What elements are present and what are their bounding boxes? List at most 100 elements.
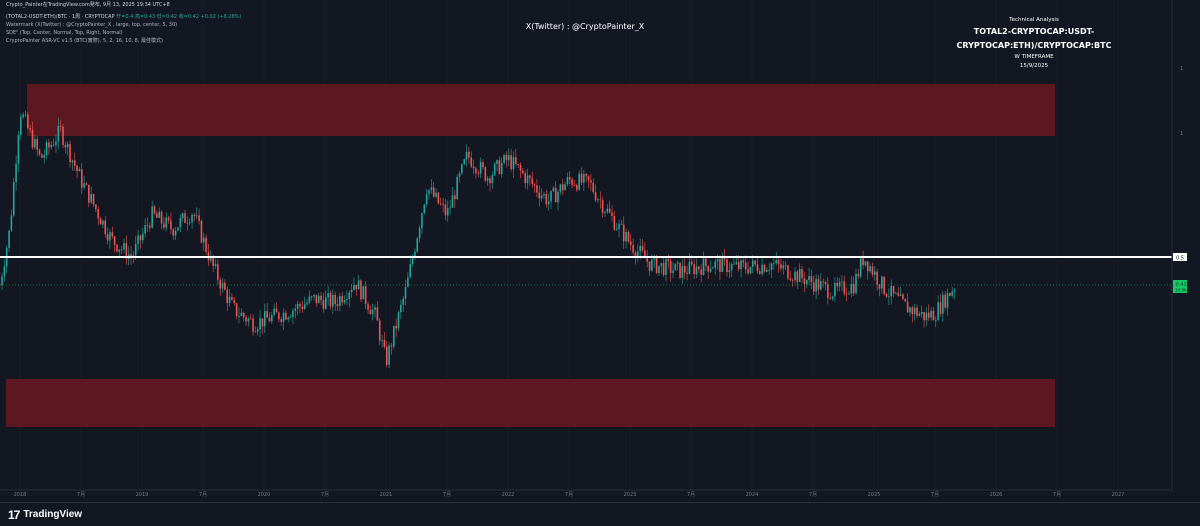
candle-up [709, 268, 712, 272]
candle-up [953, 290, 956, 292]
candle-up [751, 260, 754, 267]
candle-down [590, 180, 592, 183]
x-tick-label: 7月 [199, 492, 207, 498]
candle-down [149, 225, 151, 228]
candle-down [484, 167, 487, 181]
x-tick-label: 7月 [931, 492, 939, 498]
candle-down [756, 264, 759, 272]
candle-down [634, 252, 637, 258]
tradingview-logo-icon[interactable]: 17 [8, 507, 20, 522]
footer-bar: 17 TradingView [0, 502, 1200, 526]
candle-down [315, 294, 318, 304]
candle-up [374, 307, 376, 310]
candle-up [557, 191, 559, 203]
candle-down [561, 184, 564, 191]
candle-up [895, 293, 897, 294]
candle-down [64, 144, 67, 148]
candle-up [141, 233, 144, 241]
price-chart[interactable]: 2018 7月 2019 7月 2020 7月 2021 7月 2022 7月 2023 7月 2024… [0, 0, 1200, 502]
candle-up [371, 309, 374, 315]
legend-indicator-sde[interactable]: SDE² (Top, Center, Normal, Top, Right, N… [6, 30, 123, 36]
candle-up [458, 173, 461, 177]
candle-down [817, 278, 820, 290]
candle-down [810, 276, 813, 283]
candle-down [27, 114, 29, 129]
candle-up [259, 318, 261, 330]
candle-down [742, 260, 745, 263]
candle-up [263, 311, 266, 327]
candle-up [296, 303, 299, 309]
candle-up [45, 142, 48, 156]
x-axis: 2018 7月 2019 7月 2020 7月 2021 7月 2022 7月 2023 7月 2024… [14, 492, 1125, 498]
candle-down [510, 155, 512, 170]
candle-down [883, 276, 885, 295]
candle-down [632, 245, 634, 253]
candle-down [698, 266, 700, 270]
level-label-text: 0.5 [1176, 256, 1184, 262]
candle-down [836, 282, 839, 287]
candle-down [515, 157, 517, 164]
candle-up [411, 257, 414, 264]
candle-down [245, 317, 247, 322]
candle-up [271, 315, 273, 322]
candle-down [29, 128, 31, 130]
candle-down [693, 264, 695, 275]
candle-up [749, 266, 752, 274]
legend-indicator-watermark[interactable]: Watermark (X(Twitter) : @CryptoPainter_X… [6, 22, 178, 28]
candle-up [22, 114, 24, 118]
candle-up [920, 311, 923, 314]
candle-up [381, 339, 383, 341]
candle-up [676, 262, 679, 264]
candle-up [695, 266, 698, 275]
level-label [1173, 253, 1187, 261]
watermark-text: X(Twitter) : @CryptoPainter_X [525, 22, 645, 31]
candle-down [571, 179, 573, 186]
candle-up [50, 144, 53, 148]
candle-up [294, 308, 297, 311]
candle-up [834, 282, 836, 297]
candle-down [904, 298, 907, 302]
legend-symbol: (TOTAL2-USDT-ETH)/BTC · 1周 · CRYPTOCAP [6, 14, 115, 20]
candle-down [367, 303, 369, 310]
candle-up [873, 271, 876, 275]
candle-down [927, 312, 930, 318]
candle-down [829, 297, 832, 299]
candle-up [456, 176, 458, 200]
candle-down [139, 235, 142, 241]
candle-down [278, 312, 280, 320]
candle-up [71, 160, 74, 163]
legend-indicator-asr[interactable]: CryptoPainter ASR-VC v1.5 (BTC(實際), 5, 2… [6, 38, 163, 44]
candle-up [273, 308, 275, 316]
candle-up [934, 320, 937, 321]
candle-up [287, 317, 290, 320]
candle-up [888, 296, 890, 298]
candle-down [299, 303, 301, 307]
candle-down [88, 184, 90, 203]
candle-down [857, 273, 860, 277]
candle-down [80, 169, 83, 188]
candle-down [184, 213, 186, 224]
legend-symbol-row[interactable]: (TOTAL2-USDT-ETH)/BTC · 1周 · CRYPTOCAP 开… [6, 13, 241, 21]
candle-down [777, 260, 780, 265]
candle-up [327, 293, 329, 298]
candle-down [498, 160, 501, 174]
candle-up [214, 264, 217, 267]
x-tick-label: 2027 [1112, 492, 1125, 498]
tradingview-brand[interactable]: TradingView [23, 509, 83, 520]
candle-up [937, 302, 939, 321]
candle-down [845, 293, 848, 295]
candle-down [803, 277, 806, 285]
candle-down [878, 284, 881, 289]
candle-up [951, 291, 954, 296]
candle-down [170, 220, 172, 230]
candle-down [519, 165, 522, 171]
candle-up [463, 159, 466, 165]
candle-down [160, 211, 163, 224]
candle-up [240, 312, 243, 316]
y-axis-label-top: 1 [1180, 66, 1183, 72]
candle-up [733, 263, 735, 265]
candle-up [12, 182, 15, 216]
candle-up [8, 230, 10, 248]
candle-up [794, 271, 796, 281]
last-price-countdown: 1d 9h [1175, 288, 1187, 293]
